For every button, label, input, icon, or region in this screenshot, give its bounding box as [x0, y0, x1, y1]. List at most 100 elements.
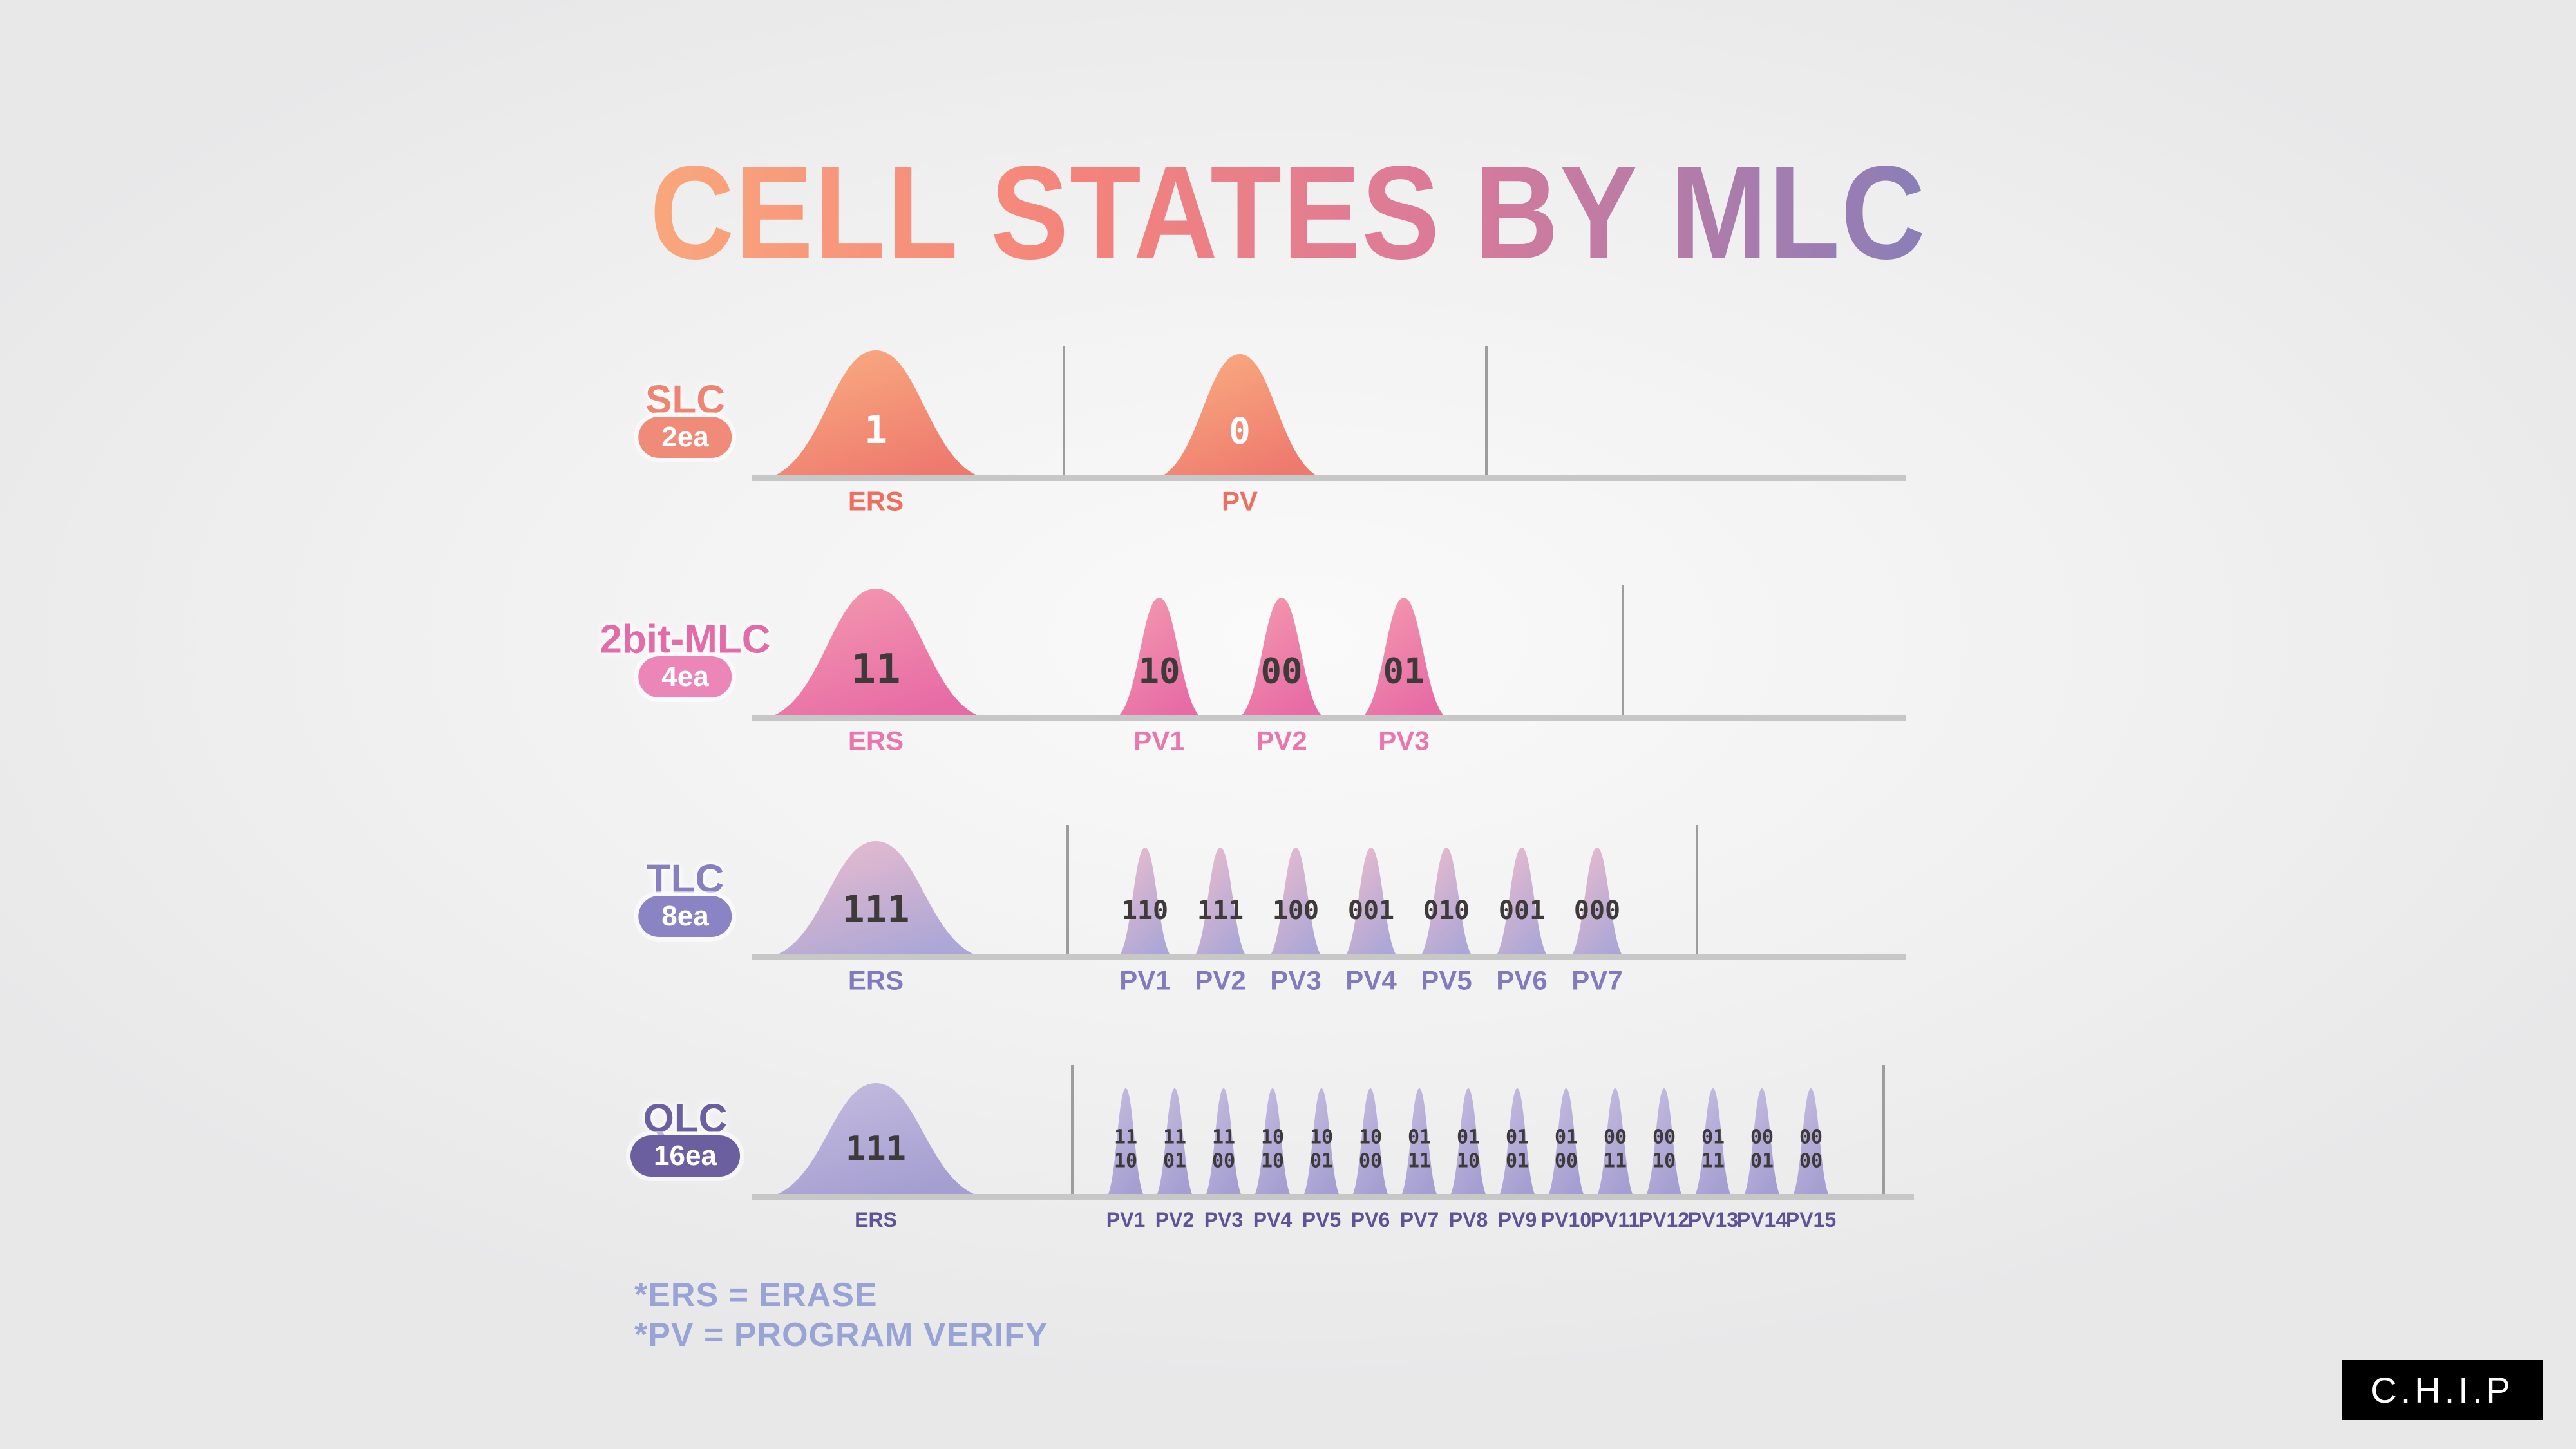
pv-axis-label: PV5: [1421, 965, 1472, 996]
row-2bit-mlc: 11 ERS 10 PV1 00 PV2 01 PV3: [752, 585, 1906, 756]
row-label-qlc: QLC: [643, 1096, 728, 1141]
ers-value: 11: [851, 646, 900, 694]
pv-value-line1: 11: [1114, 1126, 1137, 1149]
pv-value: 000: [1574, 896, 1620, 925]
pv-value-line1: 00: [1653, 1126, 1676, 1149]
row-qlc: 111ERS1110PV11101PV21100PV31010PV41001PV…: [752, 1065, 1914, 1231]
pv-axis-label: PV1: [1119, 965, 1170, 996]
ers-axis-label: ERS: [848, 965, 904, 996]
ers-axis-label: ERS: [848, 726, 904, 756]
pv-axis-label: PV: [1222, 486, 1258, 516]
pv-axis-label: PV9: [1498, 1208, 1537, 1231]
pv-value-line2: 01: [1163, 1150, 1186, 1173]
page-title-text: CELL STATES BY MLC: [650, 137, 1926, 289]
bell-pv-slc-1: [1148, 354, 1332, 480]
axis-baseline: [752, 1194, 1914, 1200]
pv-axis-label: PV3: [1270, 965, 1321, 996]
footnote-ers: *ERS = ERASE: [634, 1276, 878, 1314]
pv-value-line1: 11: [1212, 1126, 1235, 1149]
pv-axis-label: PV1: [1106, 1208, 1145, 1231]
bell-pv-2bit-mlc-1: [1112, 598, 1207, 719]
bell-pv-qlc-6: [1349, 1088, 1392, 1198]
pv-axis-label: PV2: [1155, 1208, 1194, 1231]
bell-ers-qlc: [757, 1083, 995, 1198]
pv-axis-label: PV7: [1400, 1208, 1439, 1231]
pv-value-line2: 01: [1506, 1150, 1529, 1173]
pv-value-line2: 11: [1604, 1150, 1627, 1173]
pv-value: 010: [1423, 896, 1470, 925]
pv-axis-label: PV12: [1639, 1208, 1689, 1231]
bell-pv-qlc-9: [1496, 1088, 1539, 1198]
pv-value: 0: [1229, 411, 1251, 453]
bell-pv-qlc-11: [1594, 1088, 1636, 1198]
bell-pv-qlc-5: [1300, 1088, 1343, 1198]
bell-pv-qlc-10: [1545, 1088, 1587, 1198]
bell-pv-qlc-15: [1790, 1088, 1832, 1198]
ers-axis-label: ERS: [848, 486, 904, 516]
pv-value-line2: 10: [1457, 1150, 1480, 1173]
pv-value: 100: [1273, 896, 1319, 925]
pv-value-line1: 10: [1359, 1126, 1382, 1149]
axis-tick: [1071, 1065, 1074, 1197]
bell-ers-slc: [755, 350, 997, 480]
pv-axis-label: PV2: [1195, 965, 1245, 996]
bell-pv-2bit-mlc-2: [1234, 598, 1329, 719]
pv-value-line1: 00: [1750, 1126, 1774, 1149]
page-title: CELL STATES BY MLC: [0, 137, 2576, 289]
bell-pv-qlc-14: [1741, 1088, 1783, 1198]
pv-axis-label: PV10: [1541, 1208, 1591, 1231]
pv-axis-label: PV7: [1571, 965, 1622, 996]
axis-baseline: [752, 475, 1906, 481]
pv-axis-label: PV13: [1688, 1208, 1738, 1231]
pv-axis-label: PV3: [1204, 1208, 1243, 1231]
ers-axis-label: ERS: [855, 1208, 897, 1231]
pv-value-line1: 01: [1408, 1126, 1431, 1149]
bell-pv-tlc-3: [1265, 848, 1326, 959]
ers-value: 111: [846, 1130, 906, 1168]
pv-axis-label: PV2: [1256, 726, 1307, 756]
pv-value: 10: [1138, 651, 1180, 692]
pv-value: 01: [1383, 651, 1425, 692]
bell-pv-tlc-4: [1341, 848, 1401, 959]
pv-value: 00: [1260, 651, 1302, 692]
pv-value-line2: 00: [1359, 1150, 1382, 1173]
pv-axis-label: PV11: [1591, 1208, 1640, 1231]
row-badge-slc: 2ea: [638, 417, 732, 458]
pv-value-line2: 00: [1555, 1150, 1578, 1173]
footnotes: *ERS = ERASE *PV = PROGRAM VERIFY: [634, 1275, 1048, 1355]
pv-value-line2: 01: [1310, 1150, 1333, 1173]
axis-baseline: [752, 954, 1906, 960]
pv-value-line1: 01: [1457, 1126, 1480, 1149]
row-badge-2bit-mlc: 4ea: [638, 656, 732, 697]
pv-value-line1: 00: [1799, 1126, 1823, 1149]
bell-ers-tlc: [757, 841, 995, 959]
pv-axis-label: PV8: [1449, 1208, 1488, 1231]
bell-pv-qlc-8: [1447, 1088, 1490, 1198]
axis-tick: [1063, 346, 1065, 478]
bell-pv-qlc-3: [1202, 1088, 1245, 1198]
pv-axis-label: PV4: [1345, 965, 1397, 996]
bell-pv-tlc-7: [1567, 848, 1627, 959]
brand-logo-text: C.H.I.P: [2371, 1370, 2514, 1410]
bell-pv-tlc-5: [1416, 848, 1477, 959]
row-tlc: 111 ERS 110 PV1 111 PV2 100 PV3 001 PV4 010 PV5 001 P…: [752, 825, 1906, 996]
ers-value: 1: [864, 408, 887, 453]
bell-pv-tlc-6: [1492, 848, 1552, 959]
pv-value-line2: 10: [1653, 1150, 1676, 1173]
brand-logo: C.H.I.P: [2342, 1360, 2543, 1420]
pv-value-line1: 01: [1506, 1126, 1529, 1149]
axis-tick: [1882, 1065, 1885, 1197]
ers-value: 111: [842, 887, 910, 931]
pv-value-line1: 10: [1261, 1126, 1284, 1149]
row-label-2bit-mlc: 2bit-MLC: [600, 617, 771, 662]
pv-value-line2: 10: [1114, 1150, 1137, 1173]
bell-pv-qlc-4: [1251, 1088, 1294, 1198]
pv-axis-label: PV14: [1737, 1208, 1787, 1231]
pv-value-line2: 11: [1408, 1150, 1431, 1173]
pv-value-line1: 00: [1604, 1126, 1627, 1149]
pv-value-line2: 11: [1701, 1150, 1725, 1173]
bell-pv-tlc-1: [1115, 848, 1175, 959]
pv-value: 001: [1348, 896, 1394, 925]
pv-axis-label: PV3: [1378, 726, 1429, 756]
